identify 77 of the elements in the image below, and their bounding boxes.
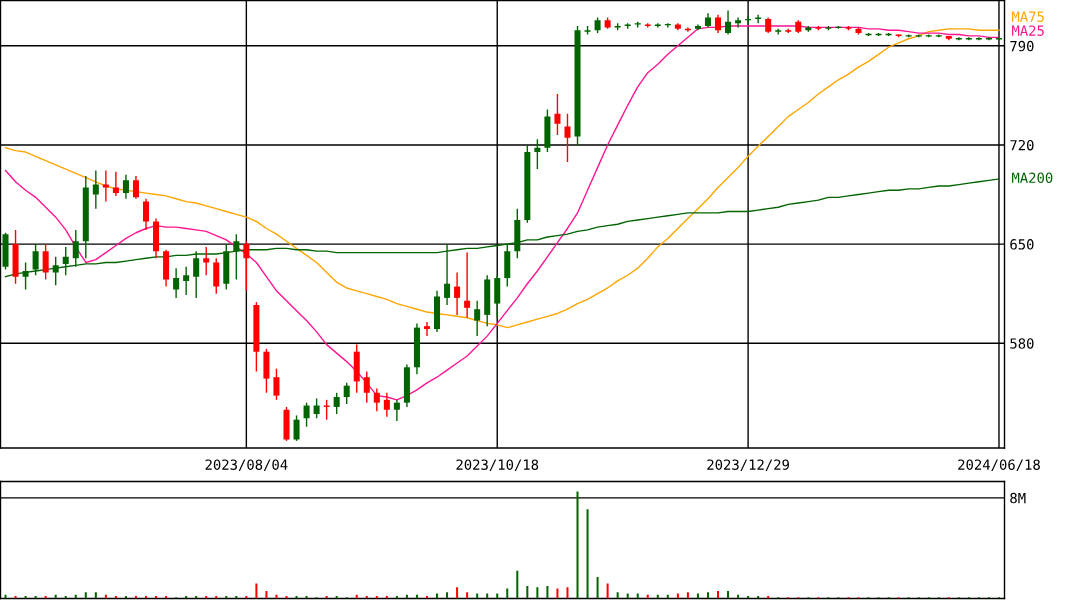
- bar: [255, 583, 258, 599]
- bar: [94, 592, 97, 599]
- bar: [626, 593, 629, 599]
- bar: [536, 587, 539, 599]
- bar: [486, 593, 489, 599]
- bar: [676, 593, 679, 599]
- candlestick: [143, 198, 150, 231]
- candlestick: [755, 13, 762, 24]
- x-tick-label: 2023/10/18: [456, 459, 539, 472]
- bar: [84, 592, 87, 599]
- x-tick-label: 2023/12/29: [707, 459, 789, 472]
- candlestick: [122, 173, 129, 200]
- y-tick-label: 790: [1010, 40, 1034, 52]
- series-label: MA200: [1012, 172, 1053, 183]
- bar: [446, 592, 449, 599]
- bar: [686, 592, 689, 599]
- bar: [506, 588, 509, 599]
- candlestick: [183, 266, 190, 296]
- bar: [727, 590, 730, 599]
- candlestick: [92, 169, 99, 210]
- bar: [556, 588, 559, 599]
- candlestick: [42, 243, 49, 281]
- candlestick: [534, 138, 541, 170]
- candlestick: [474, 300, 481, 337]
- candlestick: [173, 267, 180, 299]
- bar: [436, 593, 439, 599]
- bar: [576, 491, 579, 599]
- y-tick-label: 720: [1010, 139, 1034, 151]
- bar: [466, 592, 469, 599]
- bar: [586, 509, 589, 599]
- bar: [456, 587, 459, 599]
- candlestick: [293, 414, 300, 442]
- bar: [496, 593, 499, 599]
- candlestick: [423, 321, 430, 337]
- bar: [566, 587, 569, 599]
- candlestick: [393, 399, 400, 422]
- candlestick: [564, 113, 571, 163]
- y-tick-label: 650: [1010, 239, 1034, 250]
- candlestick: [735, 16, 742, 29]
- bar: [526, 585, 529, 599]
- candlestick: [554, 93, 561, 136]
- candlestick: [333, 392, 340, 415]
- candlestick: [725, 9, 732, 36]
- bar: [596, 577, 599, 599]
- candlestick: [72, 229, 79, 268]
- bar: [546, 585, 549, 599]
- candlestick: [112, 171, 119, 197]
- bar: [606, 583, 609, 599]
- bar: [285, 595, 288, 599]
- candlestick: [714, 13, 722, 34]
- candlestick: [454, 271, 461, 316]
- bar: [696, 593, 699, 599]
- candlestick: [132, 175, 139, 200]
- candlestick: [243, 240, 250, 292]
- candlestick: [273, 368, 280, 401]
- candlestick: [383, 392, 390, 418]
- bar: [476, 593, 479, 599]
- candlestick: [343, 382, 350, 405]
- line-series: [4, 28, 1000, 329]
- candlestick: [363, 370, 370, 404]
- candlestick: [373, 387, 380, 412]
- candlestick: [203, 246, 210, 276]
- bar: [706, 592, 709, 599]
- bar: [717, 590, 719, 599]
- series-label: MA75: [1012, 11, 1044, 22]
- x-tick-label: 2024/06/18: [958, 459, 1040, 472]
- bar: [636, 593, 639, 599]
- bar: [516, 570, 519, 599]
- x-tick-label: 2023/08/04: [205, 459, 288, 472]
- series-label: MA25: [1012, 25, 1044, 36]
- bar: [616, 592, 619, 599]
- candlestick: [303, 401, 310, 428]
- bar: [265, 590, 268, 599]
- y-tick-label: 580: [1010, 338, 1034, 349]
- candlestick: [313, 397, 320, 419]
- y-tick-label: 8M: [1010, 492, 1026, 504]
- candlestick: [464, 251, 471, 319]
